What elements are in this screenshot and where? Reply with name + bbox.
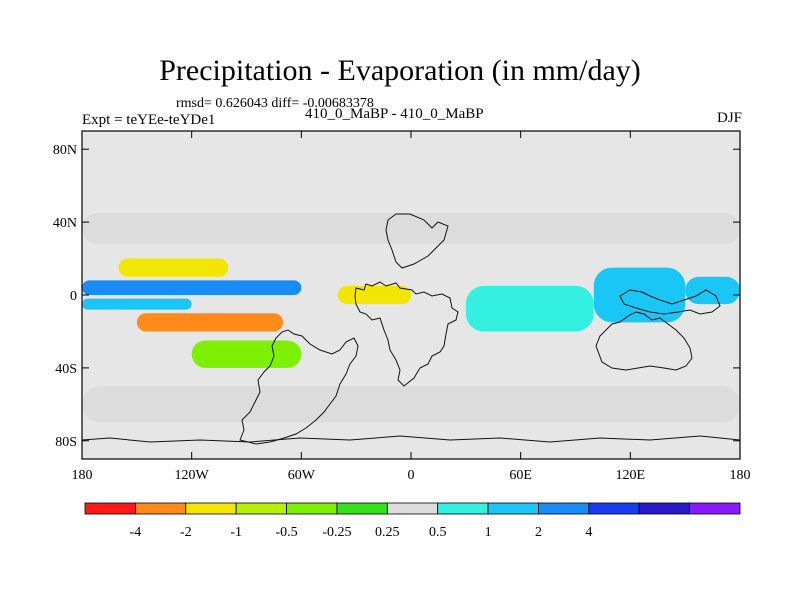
colorbar-swatch (487, 502, 539, 515)
colorbar-label: -0.25 (322, 525, 351, 540)
comparison-label: 410_0_MaBP - 410_0_MaBP (305, 106, 484, 122)
x-tick-label: 60W (288, 468, 316, 483)
field-region-2 (118, 258, 229, 277)
colorbar-label: -2 (180, 525, 192, 540)
colorbar-label: 0.5 (429, 525, 447, 540)
y-tick-label: 80N (53, 143, 77, 158)
coastline-maritime-continent (619, 289, 721, 315)
x-tick-label: 120W (175, 468, 210, 483)
colorbar-swatch (689, 502, 741, 515)
colorbar-swatch (638, 502, 691, 515)
colorbar: -4 -2 -1 -0.5 -0.25 0.25 0.5 1 2 4 (84, 502, 741, 540)
colorbar-swatch (286, 502, 338, 515)
field-layer (82, 213, 740, 423)
colorbar-swatch (84, 502, 136, 515)
colorbar-label: -4 (130, 525, 142, 540)
colorbar-swatch (134, 502, 187, 515)
field-region-7 (593, 267, 686, 323)
colorbar-swatch (386, 502, 439, 515)
x-tick-label: 180 (72, 468, 93, 483)
coastline-antarctica (82, 435, 740, 443)
colorbar-label: 0.25 (375, 525, 400, 540)
colorbar-swatch (235, 502, 287, 515)
field-region-4 (136, 313, 284, 332)
x-tick-label: 120E (616, 468, 646, 483)
coastline-australia (595, 311, 693, 371)
field-region-6 (465, 285, 594, 332)
stats-text: rmsd= 0.626043 diff= -0.00683378 (176, 96, 374, 111)
colorbar-label: 1 (485, 525, 492, 540)
y-tick-label: 40S (55, 362, 77, 377)
coastline-eurasia (385, 213, 449, 269)
chart-title: Precipitation - Evaporation (in mm/day) (159, 54, 641, 87)
coastline-south-america (239, 329, 359, 445)
x-tick-label: 60E (509, 468, 532, 483)
colorbar-swatch (588, 502, 640, 515)
colorbar-swatch (336, 502, 388, 515)
colorbar-swatch (185, 502, 237, 515)
y-tick-label: 40N (53, 216, 77, 231)
y-tick-label: 0 (70, 289, 77, 304)
colorbar-label: 2 (535, 525, 542, 540)
coastline-africa (354, 281, 459, 387)
field-region-0 (82, 213, 740, 244)
field-region-5 (191, 340, 302, 368)
field-region-9 (82, 386, 740, 423)
colorbar-swatch (538, 502, 590, 515)
season-label: DJF (716, 110, 742, 126)
expt-label: Expt = teYEe-teYDe1 (82, 112, 216, 128)
colorbar-label: -0.5 (275, 525, 297, 540)
axis-ticks: 180 120W 60W 0 60E 120E 180 80N 40N 0 40S 80S (53, 131, 751, 483)
colorbar-label: -1 (230, 525, 242, 540)
y-tick-label: 80S (55, 435, 77, 450)
x-tick-label: 180 (730, 468, 751, 483)
field-region-8 (685, 276, 740, 305)
field-region-10 (337, 285, 411, 305)
coastline-layer (82, 213, 740, 445)
field-region-3 (82, 298, 192, 310)
field-region-1 (82, 280, 302, 295)
colorbar-swatch (437, 502, 489, 515)
colorbar-label: 4 (585, 525, 592, 540)
x-tick-label: 0 (408, 468, 415, 483)
